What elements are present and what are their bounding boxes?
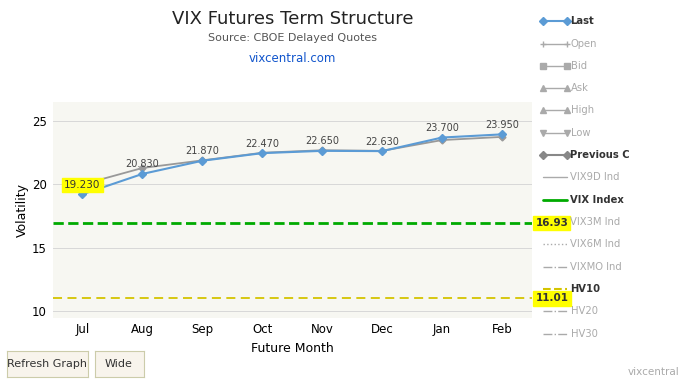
Text: VIX Futures Term Structure: VIX Futures Term Structure xyxy=(172,10,413,28)
Y-axis label: Volatility: Volatility xyxy=(16,183,29,237)
Text: Ask: Ask xyxy=(570,83,589,93)
Text: Last: Last xyxy=(570,16,594,26)
X-axis label: Future Month: Future Month xyxy=(251,342,334,355)
Text: 23.700: 23.700 xyxy=(425,123,459,133)
Text: Low: Low xyxy=(570,128,590,138)
Text: HV30: HV30 xyxy=(570,329,597,339)
Text: 21.870: 21.870 xyxy=(186,146,219,156)
Text: Previous C: Previous C xyxy=(570,150,630,160)
Text: Wide: Wide xyxy=(105,359,133,369)
Text: 22.630: 22.630 xyxy=(365,137,399,147)
Text: 22.470: 22.470 xyxy=(245,139,279,149)
Text: 22.650: 22.650 xyxy=(305,136,340,146)
Text: VIX3M Ind: VIX3M Ind xyxy=(570,217,621,227)
Text: VIX6M Ind: VIX6M Ind xyxy=(570,239,621,249)
Text: Refresh Graph: Refresh Graph xyxy=(7,359,88,369)
Text: VIXMO Ind: VIXMO Ind xyxy=(570,262,622,272)
Text: vixcentral.com: vixcentral.com xyxy=(248,52,336,65)
Text: HV20: HV20 xyxy=(570,306,598,316)
Text: Source: CBOE Delayed Quotes: Source: CBOE Delayed Quotes xyxy=(208,33,377,43)
Text: 11.01: 11.01 xyxy=(536,293,568,303)
Text: Open: Open xyxy=(570,38,597,49)
Text: VIX9D Ind: VIX9D Ind xyxy=(570,172,620,182)
Text: High: High xyxy=(570,105,594,116)
Text: 23.950: 23.950 xyxy=(485,120,519,130)
Text: vixcentral: vixcentral xyxy=(627,367,679,377)
Text: VIX Index: VIX Index xyxy=(570,195,624,205)
Text: 16.93: 16.93 xyxy=(536,218,568,228)
Text: Bid: Bid xyxy=(570,61,587,71)
Text: 19.230: 19.230 xyxy=(64,180,101,190)
Text: 20.830: 20.830 xyxy=(125,159,160,169)
Text: HV10: HV10 xyxy=(570,284,601,294)
